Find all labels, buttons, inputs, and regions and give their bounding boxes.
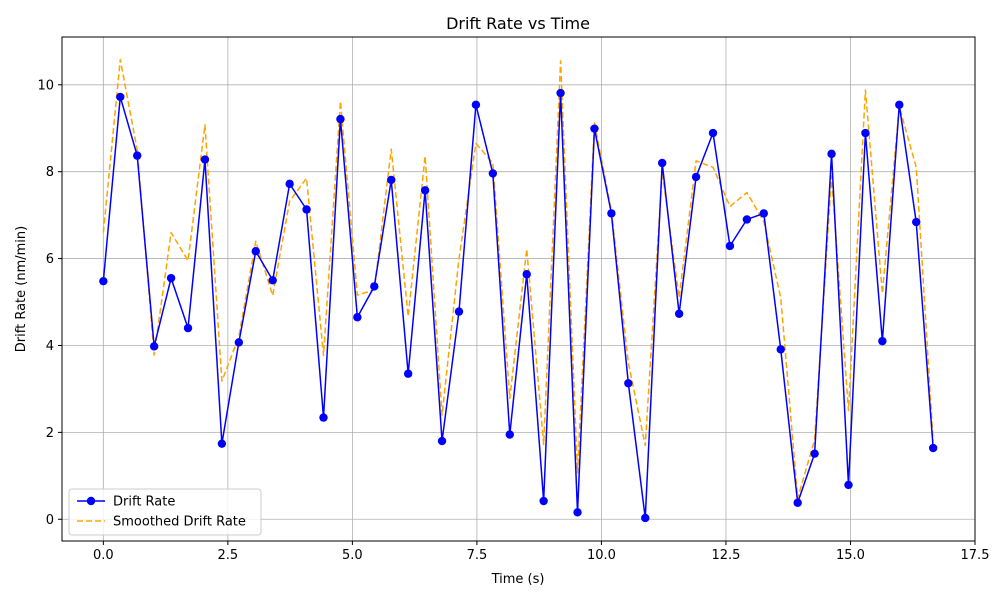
y-tick-label: 4 — [46, 339, 54, 354]
x-tick-label: 7.5 — [467, 548, 488, 563]
drift-rate-point — [878, 336, 887, 346]
drift-rate-point — [420, 186, 430, 195]
drift-rate-point — [99, 276, 108, 286]
drift-rate-point — [861, 128, 870, 138]
drift-rate-point — [708, 128, 718, 138]
drift-rate-point — [912, 217, 921, 227]
drift-rate-point — [641, 513, 650, 523]
drift-rate-point — [387, 175, 396, 185]
drift-rate-point — [793, 498, 802, 507]
drift-rate-point — [607, 209, 616, 218]
y-tick-label: 2 — [46, 426, 54, 441]
drift-rate-point — [403, 369, 413, 378]
drift-rate-point — [776, 345, 785, 354]
legend-marker-drift-rate — [86, 496, 96, 506]
drift-rate-line — [102, 92, 934, 519]
legend-label-smoothed: Smoothed Drift Rate — [113, 515, 246, 530]
y-tick-label: 10 — [37, 78, 54, 93]
drift-rate-point — [200, 155, 210, 164]
drift-rate-point — [336, 114, 345, 124]
plot-frame — [61, 36, 976, 542]
legend-box — [68, 488, 262, 536]
drift-rate-point — [149, 342, 159, 351]
x-tick-label: 5.0 — [342, 548, 363, 563]
x-tick-label: 10.0 — [587, 548, 616, 563]
drift-rate-point — [573, 508, 582, 517]
drift-rate-point — [810, 449, 819, 458]
drift-rate-point — [759, 209, 769, 218]
drift-rate-point — [827, 149, 836, 159]
drift-rate-point — [895, 100, 904, 109]
y-tick-label: 0 — [46, 513, 54, 528]
y-tick-label: 8 — [46, 165, 54, 180]
series-layer — [99, 58, 938, 523]
x-tick-label: 15.0 — [836, 548, 865, 563]
drift-rate-point — [556, 88, 565, 98]
legend-label-drift-rate: Drift Rate — [113, 495, 175, 510]
drift-rate-point — [370, 282, 379, 291]
drift-rate-point — [742, 215, 752, 224]
drift-rate-point — [437, 436, 447, 446]
legend: Drift Rate Smoothed Drift Rate — [68, 488, 262, 536]
y-tick-label: 6 — [46, 252, 54, 267]
drift-rate-point — [285, 179, 294, 189]
x-axis-label: Time (s) — [491, 572, 545, 587]
smoothed-drift-rate-line — [102, 58, 934, 500]
drift-rate-point — [166, 273, 176, 283]
drift-rate-point — [522, 270, 531, 279]
drift-rate-point — [691, 172, 701, 182]
drift-rate-point — [657, 158, 667, 168]
drift-rate-point — [471, 100, 481, 109]
drift-rate-point — [488, 169, 498, 178]
drift-rate-point — [268, 276, 277, 285]
drift-rate-point — [133, 151, 142, 160]
drift-rate-point — [183, 323, 193, 333]
drift-rate-point — [454, 307, 464, 316]
y-axis-label: Drift Rate (nm/min) — [14, 226, 29, 352]
drift-rate-point — [116, 92, 125, 102]
drift-rate-point — [217, 439, 227, 448]
drift-rate-point — [505, 430, 514, 439]
x-tick-label: 12.5 — [711, 548, 740, 563]
drift-rate-point — [319, 413, 328, 422]
x-tick-label: 0.0 — [93, 548, 114, 563]
drift-rate-point — [590, 124, 599, 133]
chart-title: Drift Rate vs Time — [446, 14, 590, 33]
drift-rate-point — [353, 313, 362, 322]
x-tick-label: 17.5 — [961, 548, 990, 563]
drift-rate-point — [302, 205, 311, 214]
drift-rate-point — [234, 338, 244, 347]
drift-rate-point — [928, 443, 938, 453]
drift-rate-point — [725, 241, 735, 251]
drift-rate-point — [844, 480, 853, 490]
drift-rate-point — [624, 379, 633, 388]
drift-rate-point — [539, 496, 548, 506]
drift-rate-point — [251, 247, 260, 256]
x-tick-label: 2.5 — [218, 548, 239, 563]
axis-ticks: 0.0 2.5 5.0 7.5 10.0 12.5 15.0 17.5 0 2 4 6 8 10 — [37, 78, 989, 563]
drift-rate-point — [674, 309, 684, 318]
